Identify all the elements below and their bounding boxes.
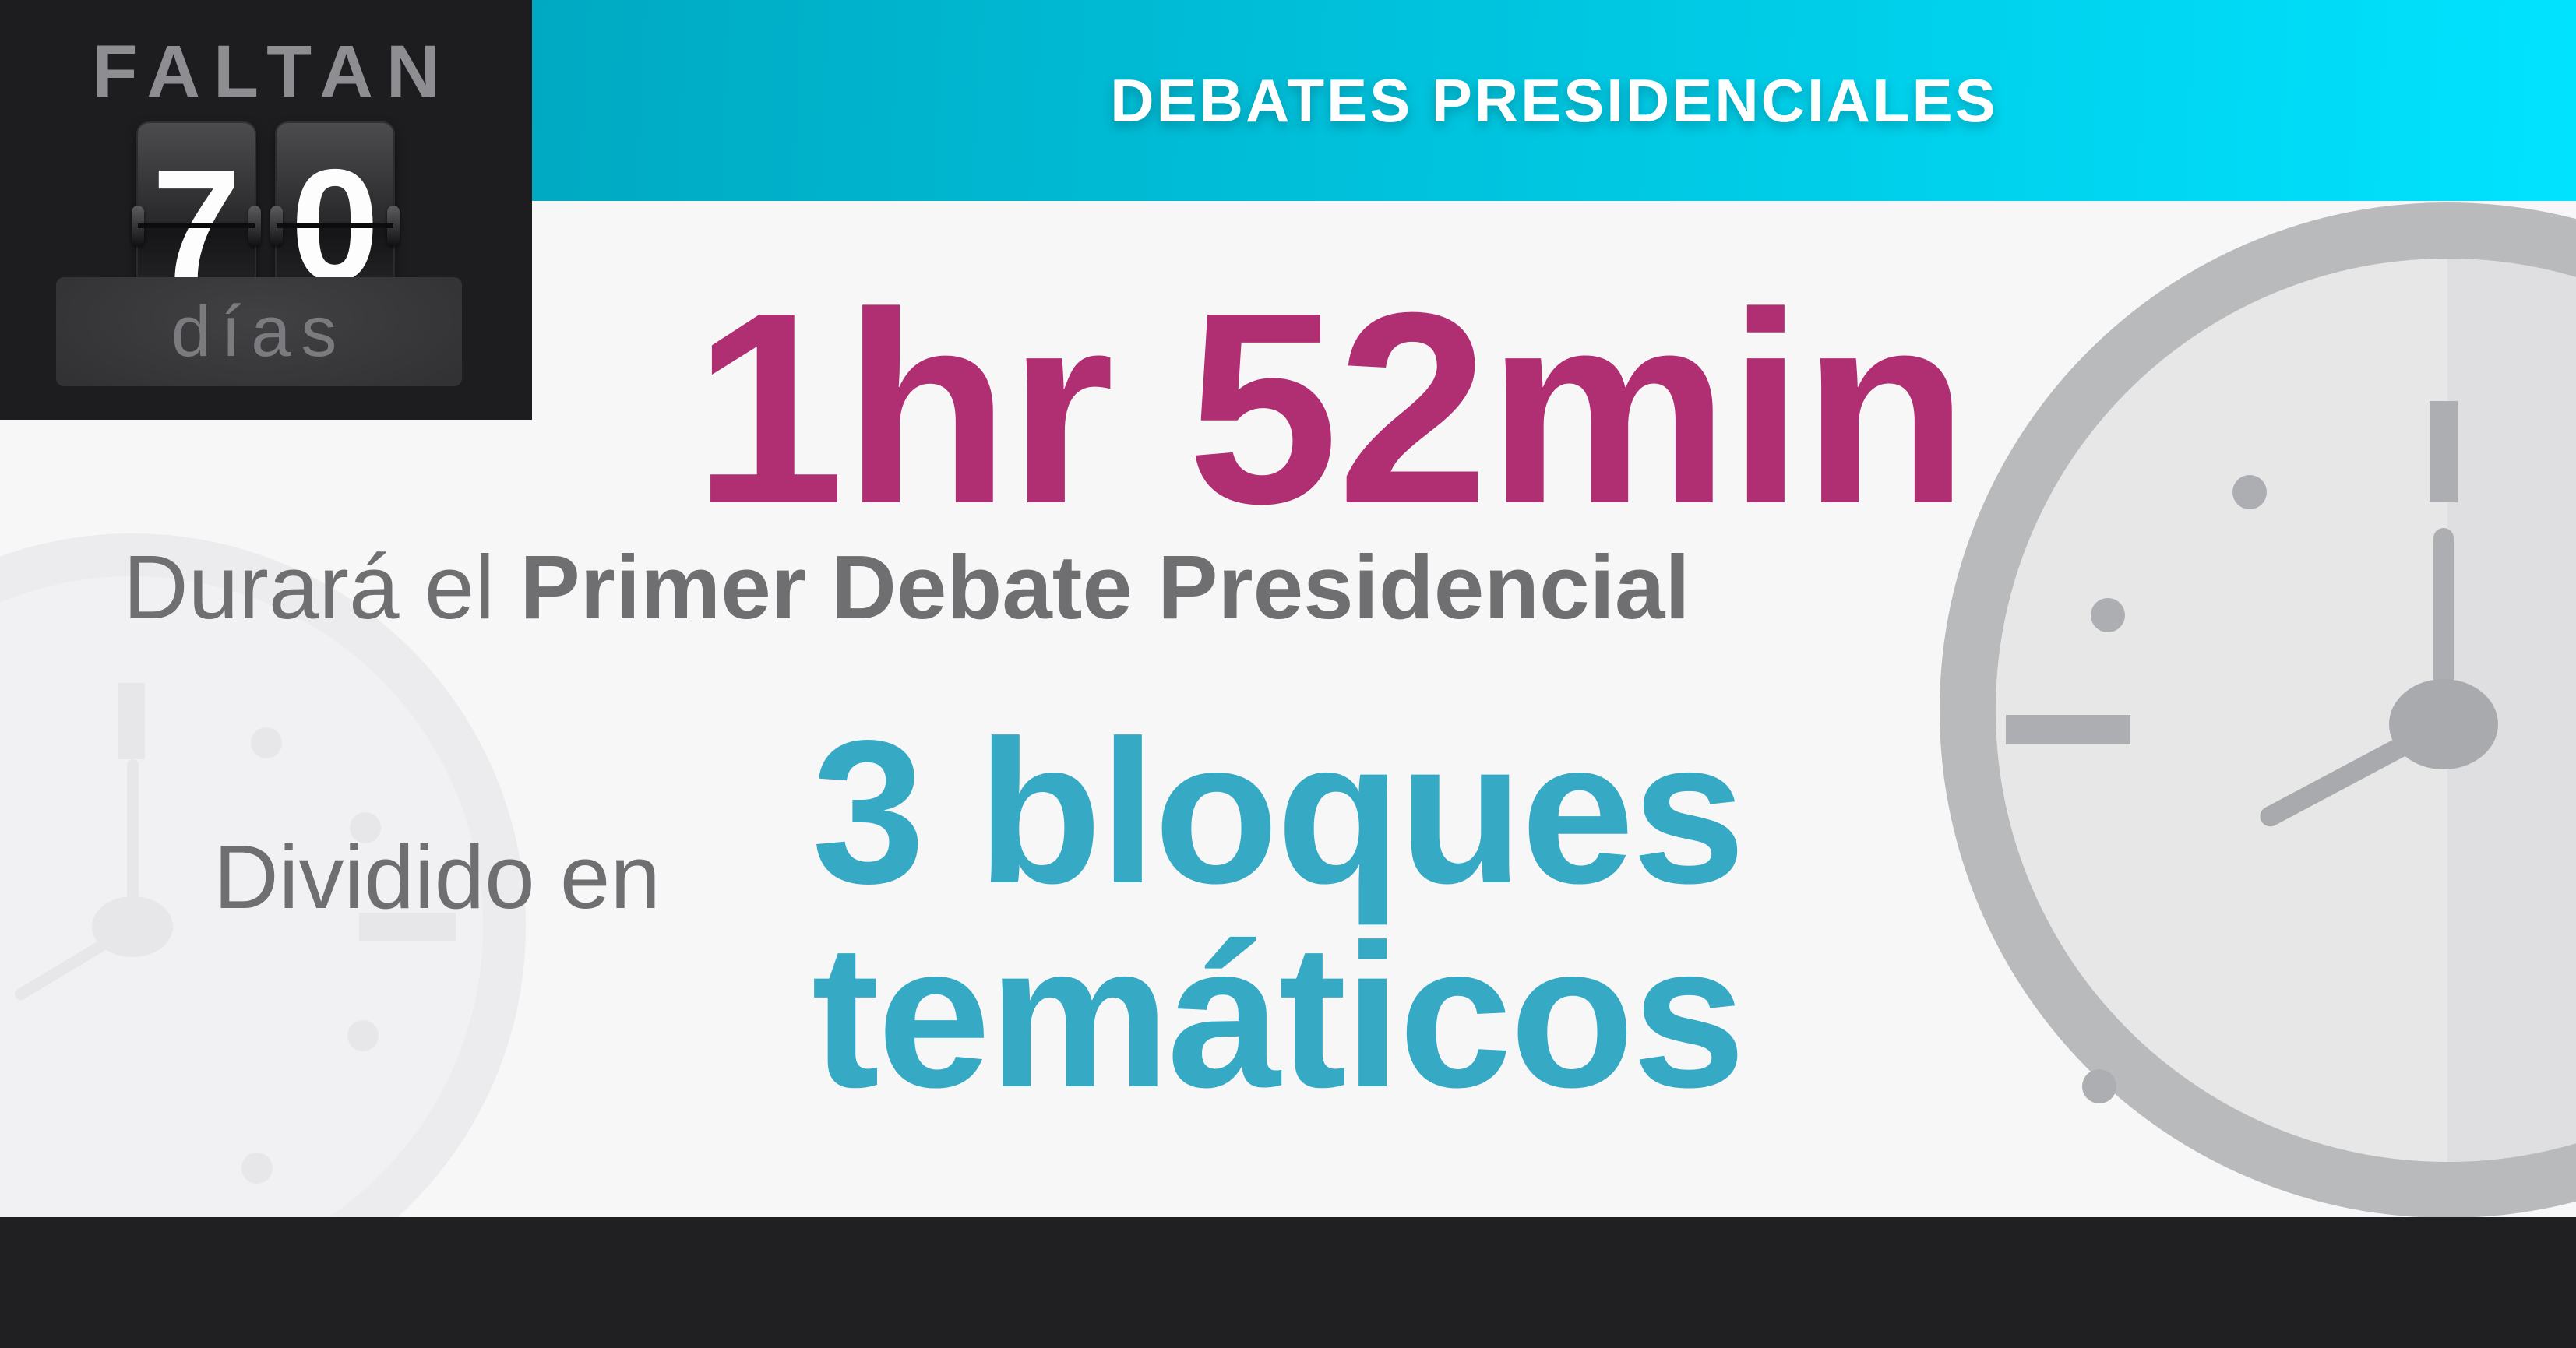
countdown-panel: FALTAN 7 0 días <box>0 0 532 420</box>
left-clock-tick-3 <box>359 913 456 941</box>
flip-hinge-icon <box>270 206 283 246</box>
page-title: DEBATES PRESIDENCIALES <box>1110 65 1998 135</box>
countdown-unit-box: días <box>56 277 462 386</box>
countdown-label: FALTAN <box>92 30 453 113</box>
blocks-caption: Dividido en <box>213 826 661 927</box>
right-clock-dot-9 <box>2091 598 2125 632</box>
right-clock-dot-10 <box>2232 475 2267 509</box>
left-clock-minute-hand <box>127 759 139 932</box>
footer-bar: CENTRAL ELECTORAL INE Instituto Nacional… <box>0 1217 2576 1348</box>
duration-caption-subject: Primer Debate Presidencial <box>520 537 1690 638</box>
right-clock-hub <box>2389 679 2498 769</box>
right-clock-tick-9 <box>2006 715 2130 744</box>
left-clock-hub <box>92 896 173 957</box>
duration-caption-prefix: Durará el <box>123 537 520 638</box>
flip-hinge-icon <box>248 206 261 246</box>
duration-caption: Durará el Primer Debate Presidencial <box>123 533 1690 642</box>
thematic-blocks-line1: 3 bloques <box>812 698 1746 926</box>
right-clock-dot-7 <box>2082 1069 2116 1103</box>
debate-duration-value: 1hr 52min <box>693 256 1968 561</box>
thematic-blocks-value: 3 bloques temáticos <box>811 698 1746 1130</box>
left-clock-dot-1 <box>251 727 282 758</box>
left-clock-dot-5 <box>241 1153 273 1184</box>
left-clock-dot-2 <box>350 812 381 843</box>
countdown-unit-label: días <box>171 292 347 371</box>
title-banner: DEBATES PRESIDENCIALES <box>532 0 2576 201</box>
flip-hinge-icon <box>387 206 400 246</box>
left-clock-tick-12 <box>118 683 145 759</box>
right-clock-tick-12 <box>2430 401 2458 502</box>
left-clock-dot-4 <box>347 1020 379 1051</box>
thematic-blocks-line2: temáticos <box>811 902 1746 1130</box>
flip-hinge-icon <box>132 206 144 246</box>
